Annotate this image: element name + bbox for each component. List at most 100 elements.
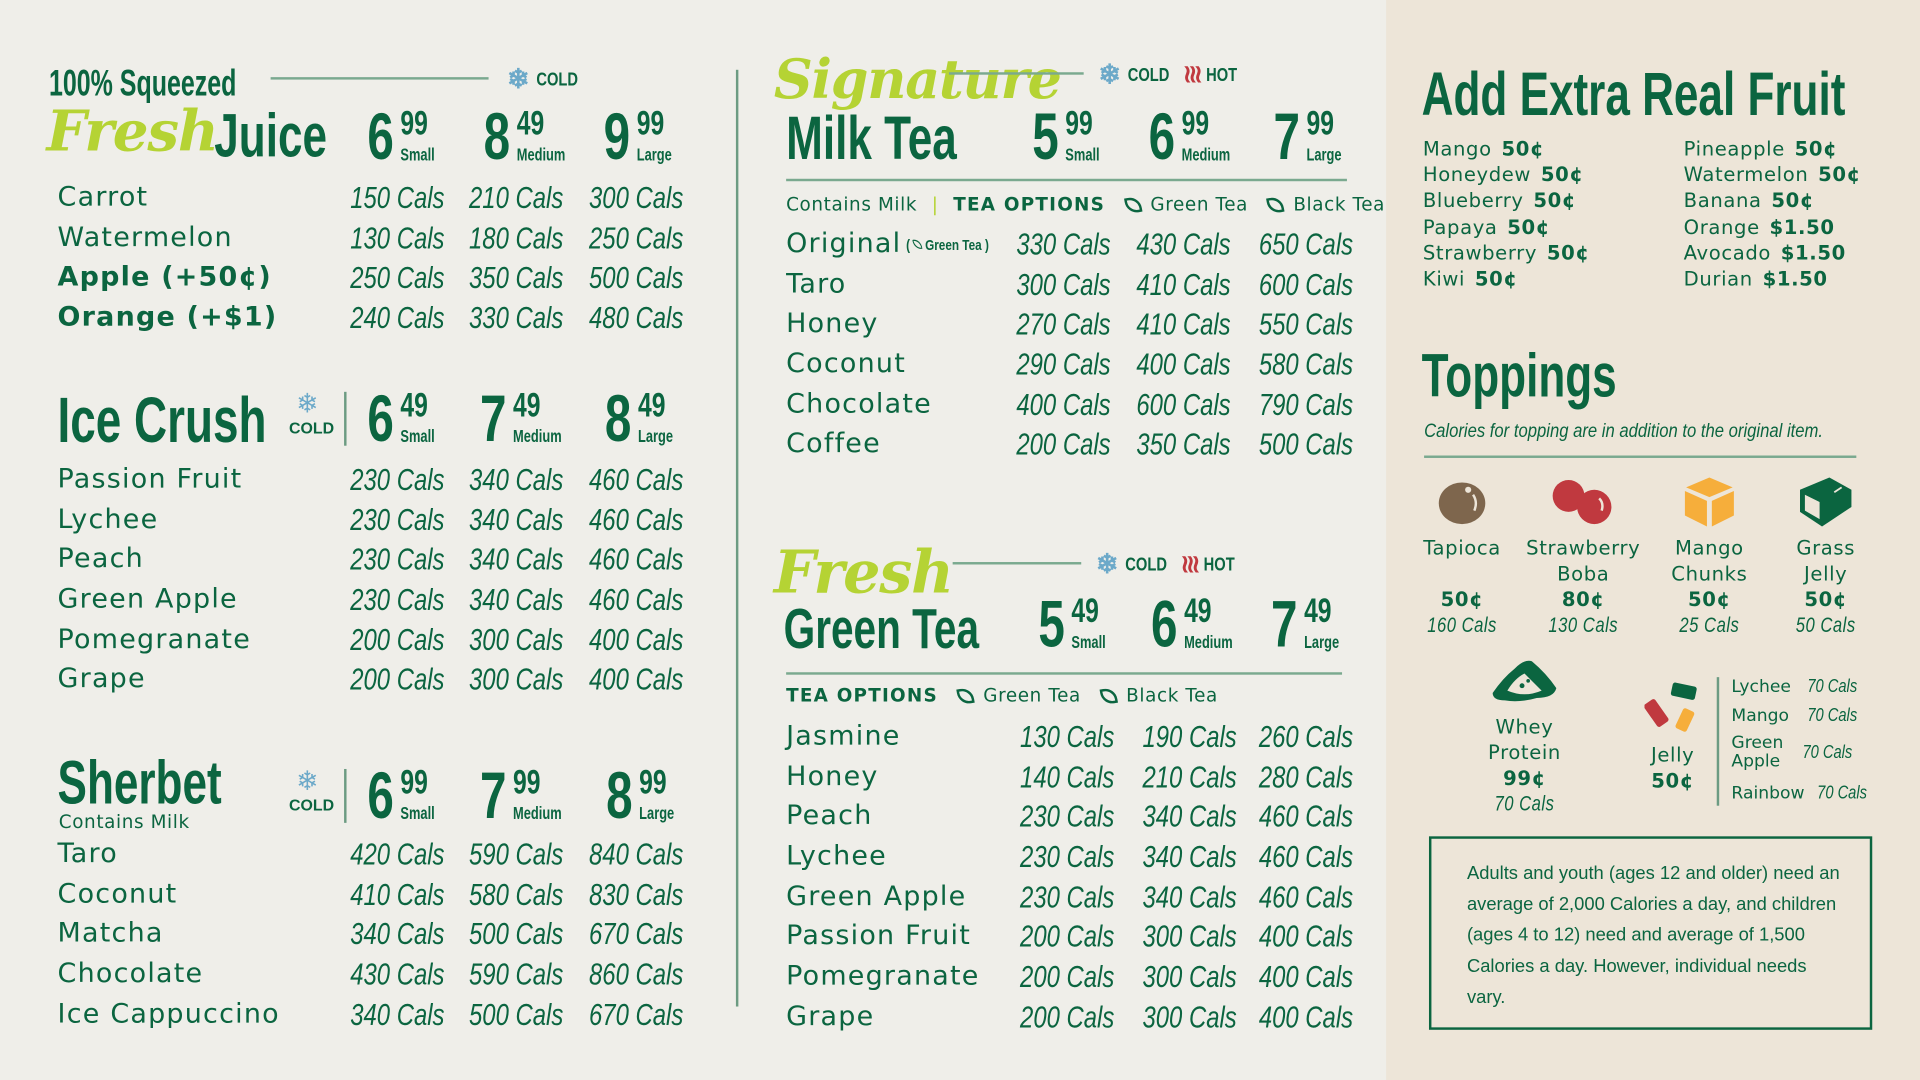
calories: 580 Cals	[469, 877, 564, 912]
icecrush-title: Ice Crush	[57, 385, 267, 457]
topping-item: Strawberry Boba 80¢ 130 Cals	[1516, 476, 1651, 638]
calories: 600 Cals	[1258, 267, 1354, 303]
menu-item[interactable]: Lychee 230 Cals 340 Cals 460 Cals	[786, 838, 1362, 878]
leaf-icon	[1123, 195, 1142, 214]
tea-option[interactable]: Green Tea	[983, 684, 1081, 707]
price-cents: 49	[1184, 591, 1212, 630]
snowflake-icon: ❄	[296, 389, 319, 421]
menu-item[interactable]: Grape 200 Cals 300 Cals 400 Cals	[58, 661, 695, 701]
milktea-options: Contains Milk | TEA OPTIONS Green Tea Bl…	[786, 193, 1385, 215]
menu-item[interactable]: Coconut 290 Cals 400 Cals 580 Cals	[786, 345, 1362, 385]
mango-chunks-icon	[1642, 476, 1777, 527]
calories: 200 Cals	[1020, 960, 1115, 995]
greentea-options: TEA OPTIONS Green Tea Black Tea	[786, 684, 1218, 706]
calories: 480 Cals	[589, 301, 684, 336]
size-label: Medium	[1184, 631, 1233, 652]
calories: 400 Cals	[1136, 347, 1231, 383]
tea-option[interactable]: Black Tea	[1293, 193, 1386, 216]
menu-item[interactable]: Jasmine 130 Cals 190 Cals 260 Cals	[786, 718, 1362, 758]
menu-item[interactable]: Passion Fruit 230 Cals 340 Cals 460 Cals	[58, 460, 695, 500]
price-cents: 99	[1181, 104, 1210, 143]
calories: 500 Cals	[469, 917, 564, 952]
calories: 340 Cals	[1142, 880, 1237, 915]
size-label: Large	[639, 803, 675, 823]
menu-item[interactable]: Peach 230 Cals 340 Cals 460 Cals	[786, 798, 1362, 838]
fruit-name: Durian	[1683, 266, 1753, 291]
toppings-title: Toppings	[1421, 341, 1617, 411]
menu-item[interactable]: Matcha 340 Cals 500 Cals 670 Cals	[58, 915, 695, 955]
menu-item[interactable]: Honey 140 Cals 210 Cals 280 Cals	[786, 758, 1362, 798]
menu-item[interactable]: Original( Green Tea ) 330 Cals 430 Cals 650…	[786, 225, 1362, 265]
menu-item[interactable]: Orange (+$1) 240 Cals 330 Cals 480 Cals	[58, 299, 695, 339]
menu-item[interactable]: Honey 270 Cals 410 Cals 550 Cals	[786, 305, 1362, 345]
menu-item[interactable]: Grape 200 Cals 300 Cals 400 Cals	[786, 998, 1362, 1038]
hot-label: HOT	[1206, 64, 1238, 86]
calories: 550 Cals	[1258, 307, 1354, 343]
fruit-item: Honeydew 50¢	[1423, 162, 1590, 188]
menu-item[interactable]: Coffee 200 Cals 350 Cals 500 Cals	[786, 425, 1362, 465]
price-dollars: 8	[606, 759, 633, 833]
calories: 400 Cals	[589, 662, 684, 698]
price-dollars: 8	[483, 100, 511, 174]
menu-item[interactable]: Pomegranate 200 Cals 300 Cals 400 Cals	[786, 958, 1362, 998]
price-cents: 99	[1065, 104, 1093, 143]
calories: 600 Cals	[1136, 387, 1231, 423]
calories: 330 Cals	[1016, 227, 1111, 263]
menu-item[interactable]: Chocolate 400 Cals 600 Cals 790 Cals	[786, 385, 1362, 425]
calories: 860 Cals	[589, 957, 684, 992]
divider	[344, 768, 346, 823]
menu-item[interactable]: Pomegranate 200 Cals 300 Cals 400 Cals	[58, 621, 695, 661]
menu-item[interactable]: Coconut 410 Cals 580 Cals 830 Cals	[58, 875, 695, 915]
menu-item[interactable]: Carrot 150 Cals 210 Cals 300 Cals	[58, 179, 695, 219]
fruit-name: Orange	[1683, 215, 1760, 239]
topping-price: 50¢	[1440, 587, 1484, 612]
menu-item[interactable]: Passion Fruit 200 Cals 300 Cals 400 Cals	[786, 918, 1362, 958]
calories: 270 Cals	[1016, 307, 1111, 343]
calories: 420 Cals	[350, 837, 445, 872]
menu-item[interactable]: Watermelon 130 Cals 180 Cals 250 Cals	[58, 219, 695, 259]
calories: 300 Cals	[1142, 960, 1237, 995]
size-label: Medium	[516, 144, 566, 165]
item-name: Peach	[57, 544, 144, 575]
flavor-cals: 70 Cals	[1807, 675, 1858, 697]
tea-option[interactable]: Black Tea	[1126, 684, 1218, 707]
calories: 200 Cals	[1020, 1000, 1115, 1035]
fruit-price: $1.50	[1769, 215, 1835, 239]
snowflake-icon: ❄	[1095, 548, 1119, 580]
calories: 340 Cals	[469, 582, 564, 618]
calories: 250 Cals	[350, 261, 445, 296]
grass-jelly-icon	[1758, 476, 1893, 527]
tea-option[interactable]: Green Tea	[1150, 193, 1249, 216]
price-cents: 49	[516, 104, 545, 143]
cold-label: COLD	[536, 69, 579, 91]
flavor-name: Lychee	[1731, 677, 1791, 697]
calories: 790 Cals	[1258, 387, 1354, 423]
heat-icon: ≀≀≀	[1180, 551, 1200, 578]
menu-item[interactable]: Chocolate 430 Cals 590 Cals 860 Cals	[58, 955, 695, 995]
topping-cals: 50 Cals	[1795, 613, 1856, 637]
menu-item[interactable]: Apple (+50¢) 250 Cals 350 Cals 500 Cals	[58, 259, 695, 299]
calories: 410 Cals	[350, 877, 445, 912]
fruit-price: 50¢	[1507, 215, 1551, 239]
menu-item[interactable]: Lychee 230 Cals 340 Cals 460 Cals	[58, 500, 695, 540]
menu-item[interactable]: Ice Cappuccino 340 Cals 500 Cals 670 Cals	[58, 995, 695, 1035]
column-divider	[735, 69, 738, 1007]
calories: 300 Cals	[469, 662, 564, 698]
item-name: Taro	[57, 838, 118, 870]
calories: 130 Cals	[1020, 720, 1115, 755]
cold-badge: ❄ COLD	[289, 389, 334, 437]
item-tag: ( Green Tea )	[906, 236, 989, 254]
flavor-name: Green Apple	[1731, 733, 1784, 772]
fruit-name: Honeydew	[1422, 163, 1532, 187]
price-cents: 49	[1071, 591, 1099, 630]
menu-item[interactable]: Taro 420 Cals 590 Cals 840 Cals	[58, 835, 695, 875]
menu-item[interactable]: Taro 300 Cals 410 Cals 600 Cals	[786, 265, 1362, 305]
menu-item[interactable]: Green Apple 230 Cals 340 Cals 460 Cals	[58, 580, 695, 620]
price-cents: 99	[636, 104, 665, 143]
menu-item[interactable]: Green Apple 230 Cals 340 Cals 460 Cals	[786, 878, 1362, 918]
calories: 210 Cals	[1142, 760, 1237, 795]
calories: 250 Cals	[589, 221, 684, 256]
menu-item[interactable]: Peach 230 Cals 340 Cals 460 Cals	[58, 540, 695, 580]
calories: 200 Cals	[350, 662, 445, 698]
jelly-flavor: Mango 70 Cals	[1731, 706, 1857, 726]
